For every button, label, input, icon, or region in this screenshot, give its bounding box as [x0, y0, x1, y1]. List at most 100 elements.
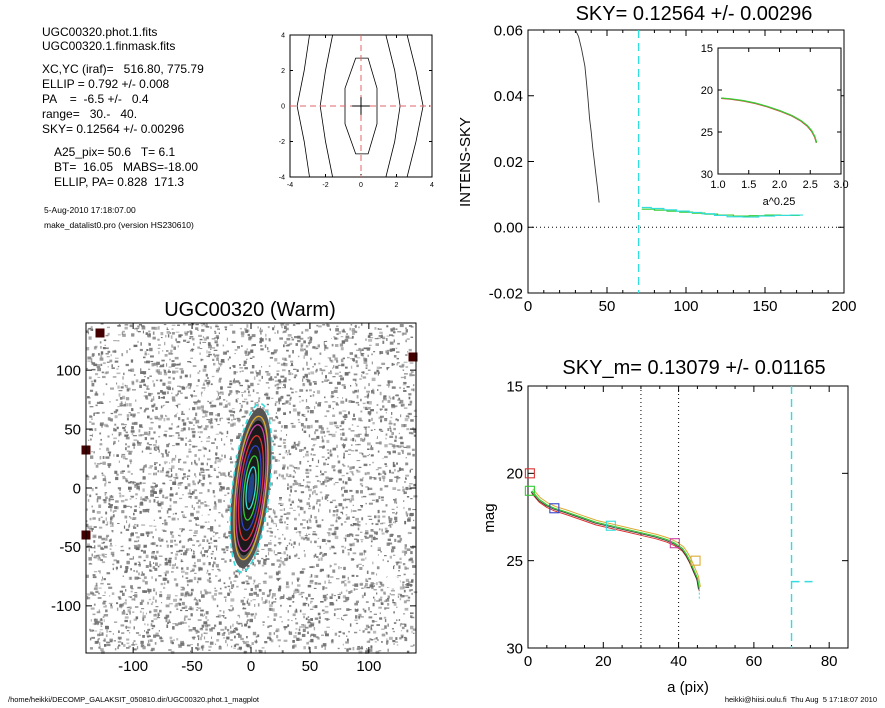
noise-pixel: [364, 609, 367, 613]
noise-pixel: [376, 411, 378, 414]
noise-pixel: [100, 438, 102, 441]
noise-pixel: [121, 510, 125, 514]
noise-pixel: [135, 379, 139, 383]
noise-pixel: [388, 525, 391, 527]
noise-pixel: [180, 540, 182, 543]
noise-pixel: [210, 537, 212, 541]
noise-pixel: [168, 369, 170, 372]
noise-pixel: [202, 446, 205, 449]
noise-pixel: [267, 350, 270, 353]
masked-star: [317, 329, 333, 341]
noise-pixel: [398, 570, 400, 572]
noise-pixel: [242, 424, 244, 427]
noise-pixel: [246, 380, 248, 383]
noise-pixel: [218, 569, 221, 572]
noise-pixel: [94, 475, 97, 479]
noise-pixel: [163, 586, 166, 589]
noise-pixel: [92, 433, 93, 438]
noise-pixel: [368, 493, 372, 496]
noise-pixel: [241, 568, 244, 571]
noise-pixel: [197, 635, 200, 638]
noise-pixel: [303, 425, 306, 429]
noise-pixel: [342, 549, 345, 554]
noise-pixel: [118, 413, 122, 416]
noise-pixel: [408, 589, 412, 592]
noise-pixel: [268, 632, 272, 636]
noise-pixel: [213, 467, 216, 471]
noise-pixel: [277, 379, 281, 382]
noise-pixel: [115, 476, 119, 481]
noise-pixel: [99, 443, 103, 446]
noise-pixel: [402, 563, 406, 566]
header-program: make_datalist0.pro (version HS230610): [44, 220, 194, 230]
noise-pixel: [347, 465, 349, 468]
noise-pixel: [103, 614, 106, 617]
noise-pixel: [403, 387, 405, 390]
noise-pixel: [312, 505, 315, 509]
noise-pixel: [193, 535, 197, 537]
noise-pixel: [292, 373, 294, 375]
noise-pixel: [247, 394, 251, 397]
noise-pixel: [143, 383, 146, 386]
noise-pixel: [231, 584, 235, 588]
noise-pixel: [350, 365, 353, 369]
noise-pixel: [297, 412, 300, 417]
noise-pixel: [171, 392, 173, 394]
noise-pixel: [121, 611, 126, 615]
noise-pixel: [271, 440, 274, 443]
noise-pixel: [405, 415, 409, 418]
noise-pixel: [278, 537, 281, 540]
noise-pixel: [163, 519, 167, 522]
noise-pixel: [411, 560, 414, 564]
noise-pixel: [339, 608, 342, 610]
noise-pixel: [191, 430, 196, 434]
noise-pixel: [403, 613, 406, 615]
noise-pixel: [315, 475, 319, 478]
noise-pixel: [137, 561, 140, 563]
noise-pixel: [193, 395, 198, 397]
noise-pixel: [125, 566, 129, 569]
noise-pixel: [345, 596, 350, 600]
noise-pixel: [145, 565, 149, 568]
noise-pixel: [91, 428, 94, 431]
mag-frame: [527, 385, 849, 649]
noise-pixel: [370, 627, 373, 630]
noise-pixel: [214, 332, 217, 334]
noise-pixel: [385, 412, 387, 414]
noise-pixel: [214, 501, 217, 505]
noise-pixel: [371, 620, 374, 623]
noise-pixel: [308, 624, 312, 628]
noise-pixel: [150, 531, 153, 534]
noise-pixel: [188, 625, 190, 628]
noise-pixel: [317, 582, 322, 585]
noise-pixel: [129, 611, 131, 615]
noise-pixel: [180, 559, 183, 563]
noise-pixel: [404, 607, 409, 611]
noise-pixel: [106, 521, 109, 525]
noise-pixel: [372, 492, 376, 496]
noise-pixel: [333, 530, 337, 534]
noise-pixel: [405, 329, 408, 333]
inset-xtick-label: 2.5: [803, 179, 818, 191]
noise-pixel: [203, 469, 205, 472]
noise-pixel: [124, 434, 128, 437]
noise-pixel: [203, 636, 206, 640]
noise-pixel: [369, 534, 373, 538]
noise-pixel: [159, 470, 164, 473]
noise-pixel: [289, 539, 292, 541]
noise-pixel: [309, 576, 311, 578]
noise-pixel: [239, 364, 241, 366]
noise-pixel: [289, 398, 292, 401]
noise-pixel: [224, 404, 228, 408]
noise-pixel: [233, 627, 236, 629]
noise-pixel: [121, 455, 123, 458]
noise-pixel: [143, 544, 147, 548]
noise-pixel: [164, 519, 166, 521]
noise-pixel: [193, 424, 195, 426]
noise-pixel: [297, 579, 299, 582]
noise-pixel: [246, 348, 248, 350]
noise-pixel: [139, 426, 144, 428]
noise-pixel: [350, 358, 354, 360]
noise-pixel: [202, 539, 205, 542]
noise-pixel: [132, 389, 136, 391]
